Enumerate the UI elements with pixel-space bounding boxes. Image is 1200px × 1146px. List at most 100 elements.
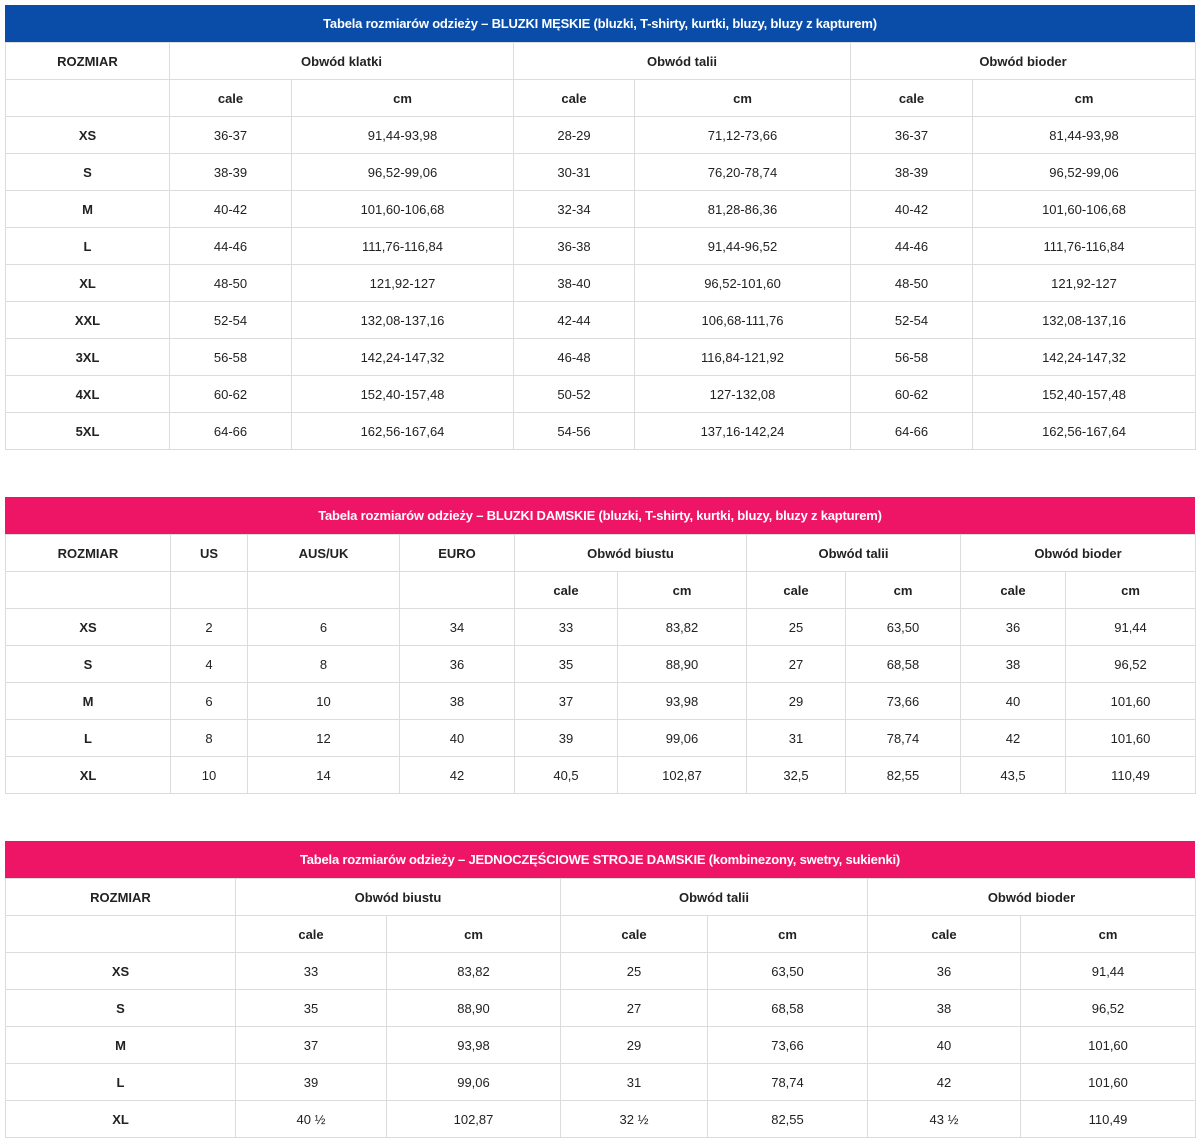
unit-cell: cale [746, 571, 846, 609]
value-cell: 96,52 [1064, 645, 1197, 683]
value-cell: 8 [170, 719, 248, 757]
value-cell: 110,49 [1019, 1100, 1197, 1138]
value-cell: 12 [247, 719, 400, 757]
value-cell: 106,68-111,76 [634, 301, 851, 339]
header-cell: Obwód bioder [849, 42, 1197, 80]
size-cell: XL [5, 264, 170, 302]
value-cell: 142,24-147,32 [971, 338, 1197, 376]
header-cell: Obwód klatki [169, 42, 514, 80]
value-cell: 42 [867, 1063, 1021, 1101]
unit-cell: cm [291, 79, 514, 117]
value-cell: 101,60-106,68 [291, 190, 514, 228]
value-cell: 33 [514, 608, 618, 646]
value-cell: 34 [399, 608, 515, 646]
value-cell: 64-66 [850, 412, 973, 450]
data-row: XS 33 83,82 25 63,50 36 91,44 [5, 952, 1197, 990]
value-cell: 111,76-116,84 [971, 227, 1197, 265]
value-cell: 56-58 [169, 338, 292, 376]
value-cell: 40-42 [850, 190, 973, 228]
value-cell: 38 [960, 645, 1066, 683]
value-cell: 29 [746, 682, 846, 720]
value-cell: 56-58 [850, 338, 973, 376]
value-cell: 78,74 [707, 1063, 868, 1101]
value-cell: 38-39 [850, 153, 973, 191]
table: ROZMIAR US AUS/UK EURO Obwód biustu Obwód tal… [5, 534, 1197, 794]
value-cell: 82,55 [707, 1100, 868, 1138]
empty-cell [247, 571, 400, 609]
value-cell: 40 [960, 682, 1066, 720]
table-title: Tabela rozmiarów odzieży – JEDNOCZĘŚCIOW… [5, 841, 1195, 878]
value-cell: 73,66 [707, 1026, 868, 1064]
unit-cell: cale [850, 79, 973, 117]
value-cell: 32 ½ [560, 1100, 708, 1138]
data-row: S 35 88,90 27 68,58 38 96,52 [5, 989, 1197, 1027]
value-cell: 8 [247, 645, 400, 683]
value-cell: 121,92-127 [971, 264, 1197, 302]
value-cell: 111,76-116,84 [291, 227, 514, 265]
data-row: M 6 10 38 37 93,98 29 73,66 40 101,60 [5, 682, 1197, 720]
header-cell: Obwód biustu [235, 878, 561, 916]
value-cell: 33 [235, 952, 387, 990]
value-cell: 116,84-121,92 [634, 338, 851, 376]
value-cell: 36 [960, 608, 1066, 646]
value-cell: 46-48 [513, 338, 635, 376]
value-cell: 64-66 [169, 412, 292, 450]
value-cell: 37 [235, 1026, 387, 1064]
unit-cell: cale [960, 571, 1066, 609]
value-cell: 31 [746, 719, 846, 757]
size-cell: M [5, 1026, 236, 1064]
value-cell: 96,52 [1019, 989, 1197, 1027]
value-cell: 40 [399, 719, 515, 757]
value-cell: 32-34 [513, 190, 635, 228]
value-cell: 52-54 [850, 301, 973, 339]
value-cell: 35 [514, 645, 618, 683]
value-cell: 2 [170, 608, 248, 646]
size-table: Tabela rozmiarów odzieży – BLUZKI DAMSKI… [5, 497, 1197, 794]
value-cell: 99,06 [386, 1063, 561, 1101]
value-cell: 42-44 [513, 301, 635, 339]
unit-cell: cm [617, 571, 747, 609]
unit-cell: cale [235, 915, 387, 953]
value-cell: 40-42 [169, 190, 292, 228]
data-row: 3XL 56-58 142,24-147,32 46-48 116,84-121,92 5… [5, 338, 1197, 376]
value-cell: 36 [399, 645, 515, 683]
unit-cell: cm [971, 79, 1197, 117]
value-cell: 48-50 [850, 264, 973, 302]
header-cell: US [170, 534, 248, 572]
size-cell: XL [5, 1100, 236, 1138]
header-cell: Obwód talii [746, 534, 961, 572]
unit-row: cale cm cale cm cale cm [5, 915, 1197, 953]
empty-cell [5, 79, 170, 117]
value-cell: 27 [560, 989, 708, 1027]
size-cell: 3XL [5, 338, 170, 376]
value-cell: 30-31 [513, 153, 635, 191]
value-cell: 91,44-93,98 [291, 116, 514, 154]
value-cell: 93,98 [617, 682, 747, 720]
value-cell: 38 [399, 682, 515, 720]
value-cell: 88,90 [386, 989, 561, 1027]
unit-cell: cale [513, 79, 635, 117]
value-cell: 101,60 [1064, 682, 1197, 720]
value-cell: 101,60-106,68 [971, 190, 1197, 228]
header-cell: ROZMIAR [5, 878, 236, 916]
value-cell: 60-62 [850, 375, 973, 413]
value-cell: 96,52-101,60 [634, 264, 851, 302]
header-cell: ROZMIAR [5, 42, 170, 80]
data-row: XS 36-37 91,44-93,98 28-29 71,12-73,66 36-37 8… [5, 116, 1197, 154]
value-cell: 81,44-93,98 [971, 116, 1197, 154]
value-cell: 40 ½ [235, 1100, 387, 1138]
unit-cell: cm [1019, 915, 1197, 953]
size-cell: 4XL [5, 375, 170, 413]
value-cell: 63,50 [707, 952, 868, 990]
value-cell: 6 [247, 608, 400, 646]
value-cell: 137,16-142,24 [634, 412, 851, 450]
size-cell: S [5, 645, 171, 683]
header-cell: AUS/UK [247, 534, 400, 572]
value-cell: 76,20-78,74 [634, 153, 851, 191]
unit-cell: cale [169, 79, 292, 117]
value-cell: 38 [867, 989, 1021, 1027]
value-cell: 27 [746, 645, 846, 683]
value-cell: 102,87 [386, 1100, 561, 1138]
value-cell: 38-39 [169, 153, 292, 191]
value-cell: 101,60 [1019, 1026, 1197, 1064]
